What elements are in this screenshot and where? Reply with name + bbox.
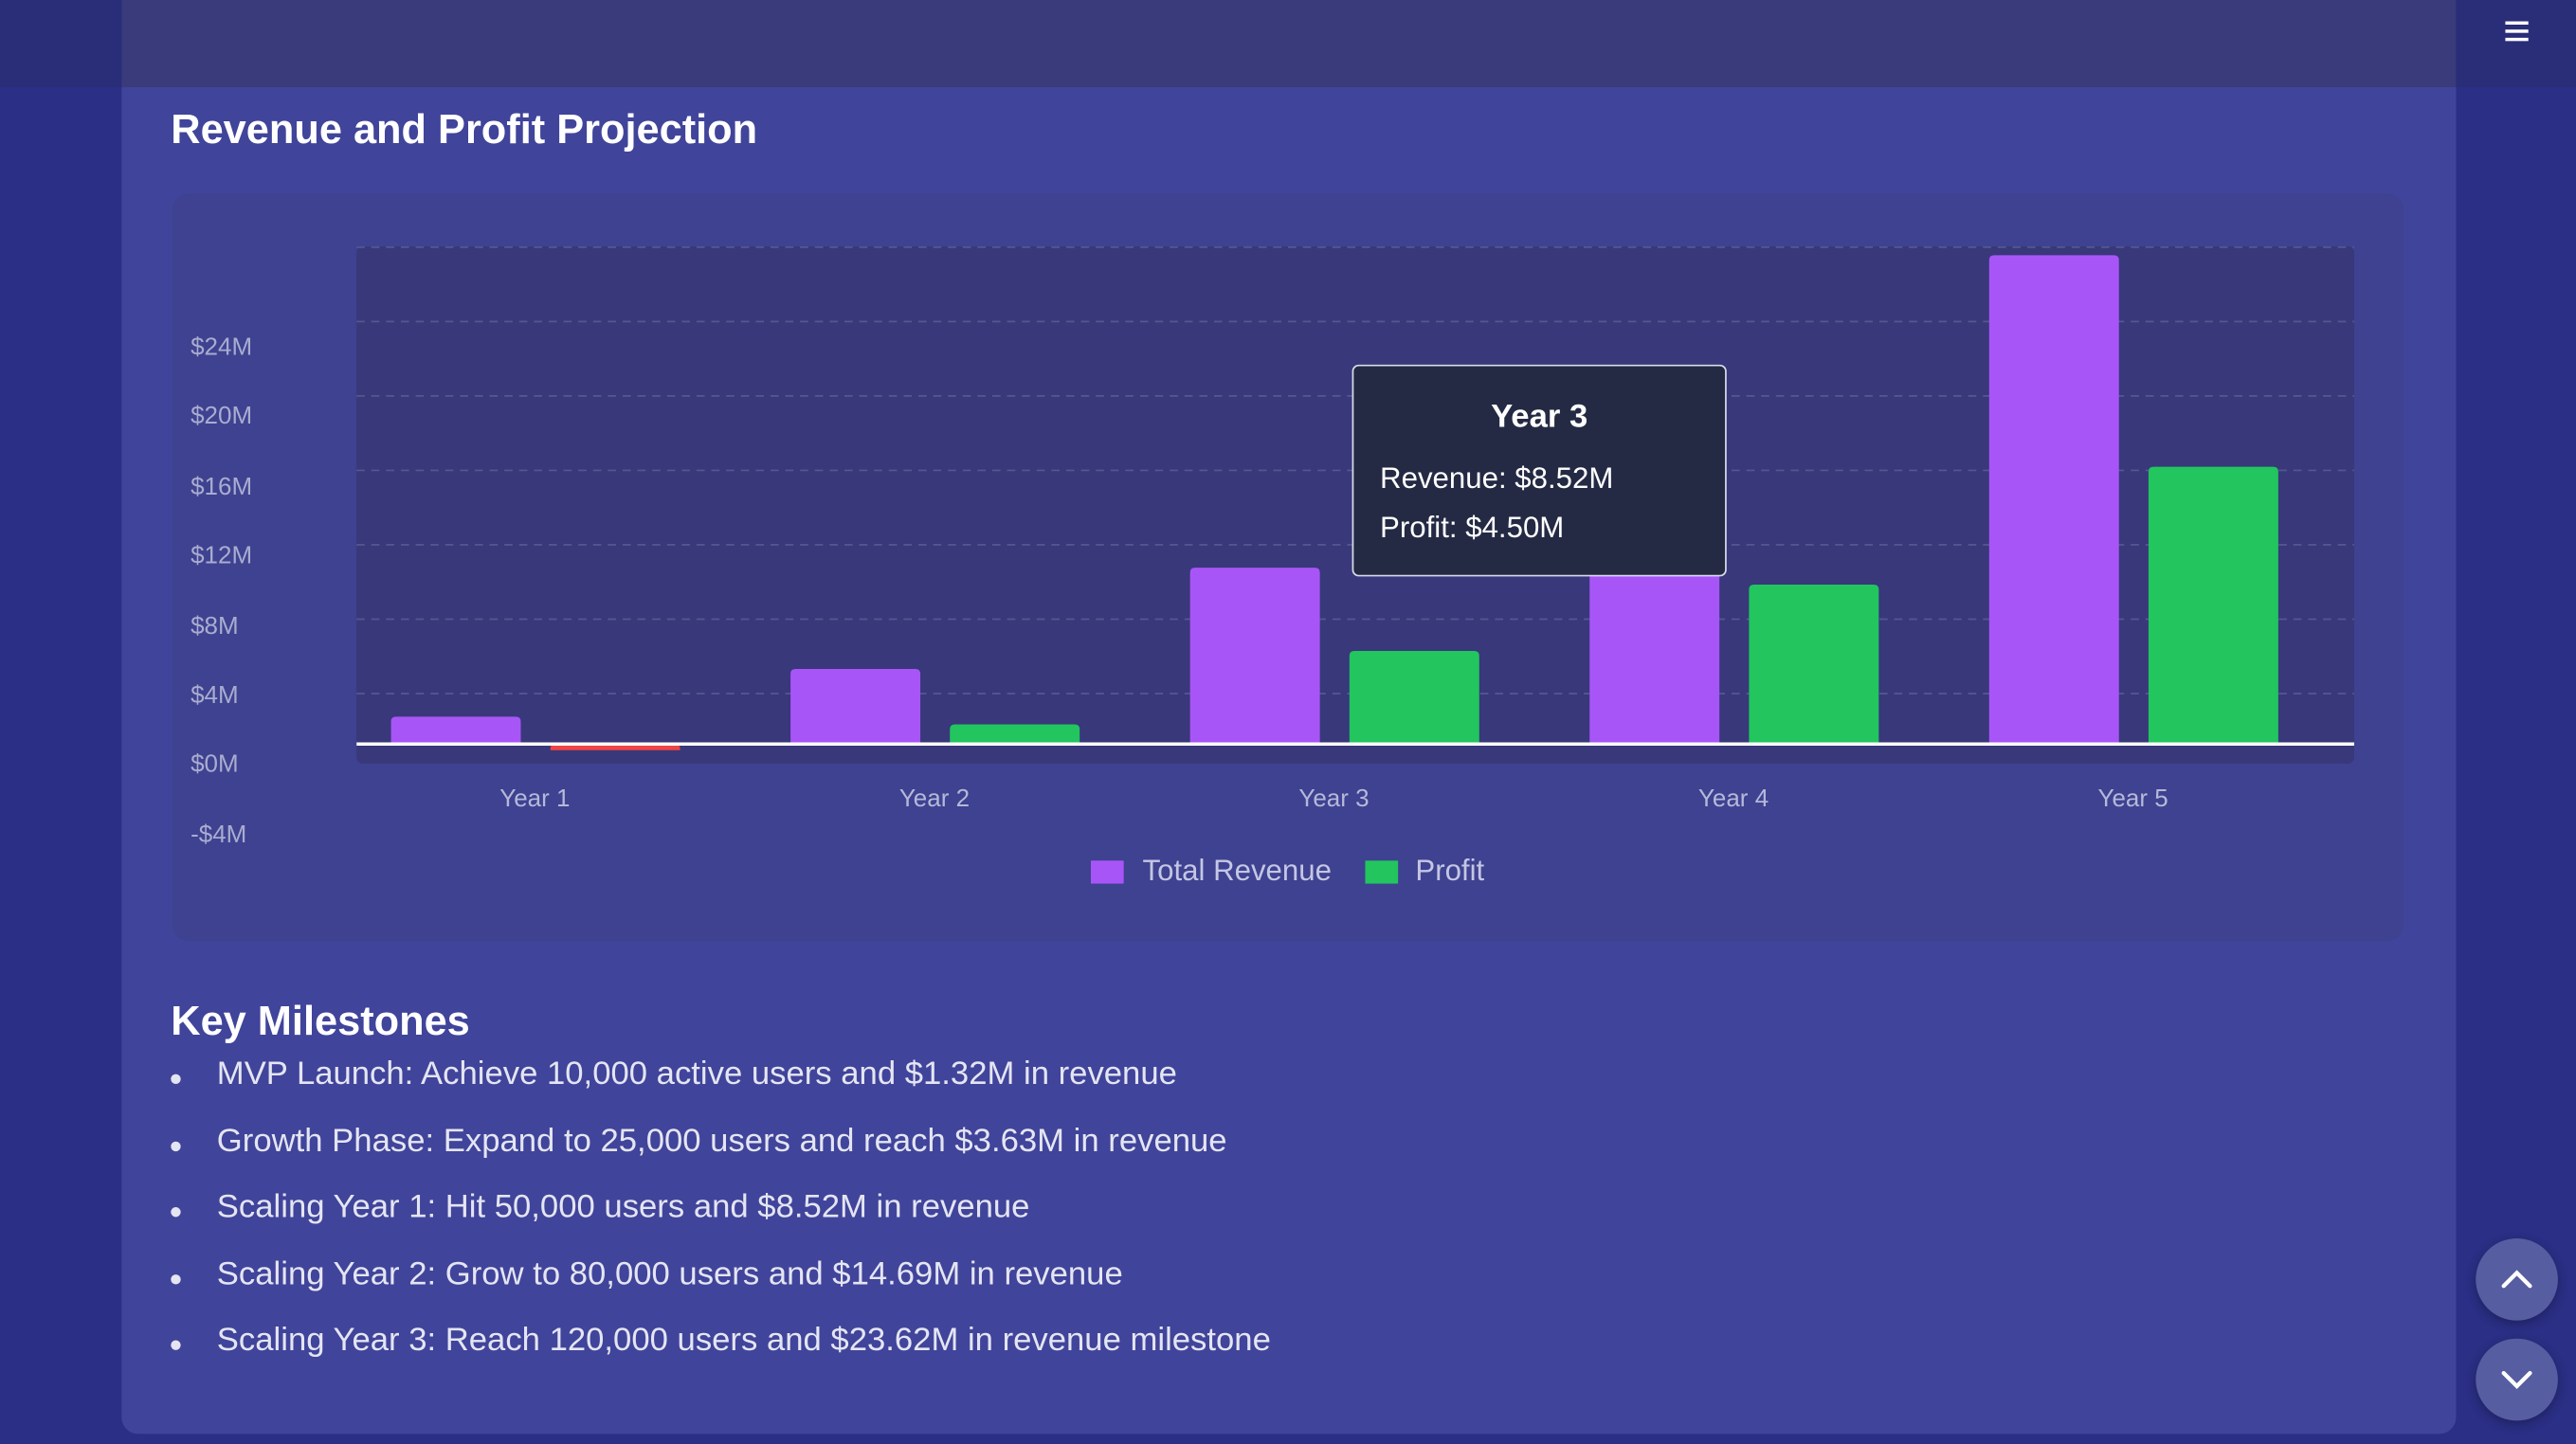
- y-tick-label: $16M: [190, 472, 253, 501]
- chevron-down-icon: [2501, 1370, 2532, 1390]
- chevron-up-icon: [2501, 1270, 2532, 1289]
- bar-profit: [2148, 466, 2278, 745]
- legend-label: Profit: [1415, 854, 1485, 888]
- chart-title: Revenue and Profit Projection: [171, 106, 758, 153]
- top-bar-panel: [121, 0, 2457, 87]
- legend-item-revenue[interactable]: Total Revenue: [1091, 854, 1332, 888]
- bar-revenue: [1189, 568, 1320, 745]
- legend-swatch: [1364, 859, 1398, 883]
- plot-area: Year 3 Revenue: $8.52M Profit: $4.50M: [356, 246, 2354, 765]
- chart-legend: Total Revenue Profit: [172, 854, 2404, 888]
- list-item: Scaling Year 3: Reach 120,000 users and …: [171, 1323, 1271, 1389]
- list-item: Scaling Year 1: Hit 50,000 users and $8.…: [171, 1189, 1271, 1255]
- y-tick-label: $8M: [190, 611, 239, 641]
- tooltip-profit: Profit: $4.50M: [1380, 511, 1565, 544]
- list-item: MVP Launch: Achieve 10,000 active users …: [171, 1056, 1271, 1123]
- content-card: Revenue and Profit Projection $24M $20M $1…: [121, 86, 2457, 1435]
- chart-tooltip: Year 3 Revenue: $8.52M Profit: $4.50M: [1351, 364, 1727, 577]
- list-item: Scaling Year 2: Grow to 80,000 users and…: [171, 1256, 1271, 1323]
- bar-revenue: [390, 716, 521, 745]
- legend-swatch: [1091, 859, 1125, 883]
- hamburger-menu-icon[interactable]: [2497, 16, 2537, 49]
- y-tick-label: $24M: [190, 333, 253, 362]
- y-tick-label: $0M: [190, 750, 239, 780]
- bar-profit: [1349, 650, 1479, 745]
- scroll-down-button[interactable]: [2476, 1338, 2558, 1421]
- chart-container: $24M $20M $16M $12M $8M $4M $0M -$4M Year 3 Rev…: [172, 193, 2404, 942]
- bar-revenue: [790, 668, 921, 745]
- milestones-list: MVP Launch: Achieve 10,000 active users …: [171, 1056, 1271, 1390]
- y-tick-label: -$4M: [190, 821, 247, 849]
- bar-profit: [950, 724, 1080, 745]
- top-bar: [0, 0, 2576, 87]
- bar-profit: [1749, 585, 1879, 745]
- scroll-up-button[interactable]: [2476, 1237, 2558, 1321]
- tooltip-revenue: Revenue: $8.52M: [1380, 461, 1614, 495]
- x-tick-label: Year 3: [1298, 785, 1370, 814]
- y-tick-label: $20M: [190, 403, 253, 431]
- milestones-title: Key Milestones: [171, 998, 470, 1045]
- y-tick-label: $12M: [190, 542, 253, 570]
- bar-revenue: [1988, 255, 2119, 745]
- legend-item-profit[interactable]: Profit: [1364, 854, 1485, 888]
- x-tick-label: Year 2: [898, 785, 971, 814]
- bar-chart: [356, 246, 2354, 750]
- x-tick-label: Year 1: [499, 785, 571, 814]
- tooltip-title: Year 3: [1491, 399, 1588, 436]
- list-item: Growth Phase: Expand to 25,000 users and…: [171, 1123, 1271, 1189]
- x-tick-label: Year 5: [2097, 785, 2168, 814]
- y-tick-label: $4M: [190, 681, 239, 710]
- x-tick-label: Year 4: [1697, 785, 1769, 814]
- legend-label: Total Revenue: [1142, 854, 1332, 888]
